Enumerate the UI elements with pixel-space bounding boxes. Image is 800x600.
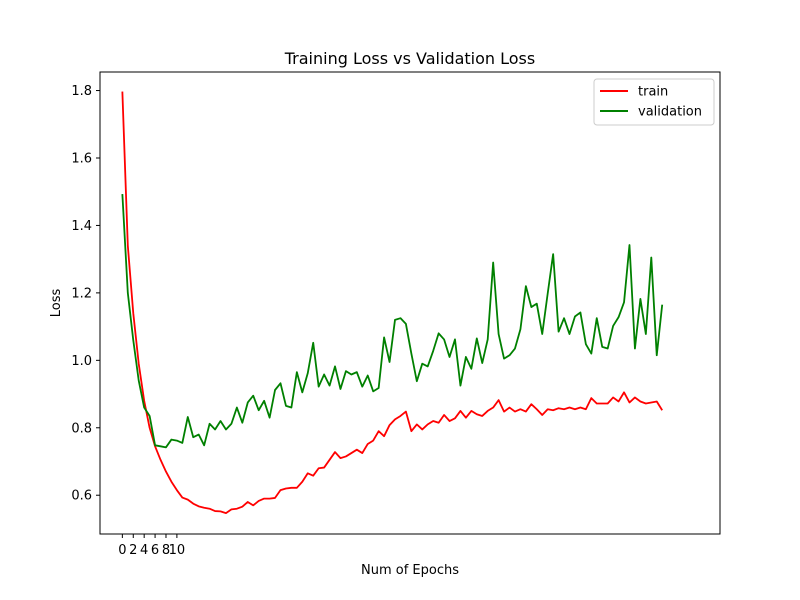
legend-label-train: train <box>638 85 668 100</box>
y-tick-label: 1.4 <box>71 219 92 234</box>
y-tick-label: 1.2 <box>71 286 92 301</box>
y-tick-label: 1.8 <box>71 84 92 99</box>
y-axis: 0.6 0.8 1.0 1.2 1.4 1.6 1.8 <box>71 84 100 504</box>
x-tick-label: 0 <box>118 543 126 558</box>
chart-title: Training Loss vs Validation Loss <box>284 49 535 68</box>
x-tick-label: 10 <box>169 543 186 558</box>
legend-label-validation: validation <box>638 105 702 120</box>
x-tick-label: 8 <box>162 543 170 558</box>
y-tick-label: 0.6 <box>71 489 92 504</box>
x-axis: 0 2 4 6 810 <box>118 534 185 558</box>
series-line-validation <box>121 194 664 449</box>
legend: train validation <box>593 78 715 126</box>
y-tick-label: 1.6 <box>71 151 92 166</box>
x-tick-label: 6 <box>151 543 159 558</box>
y-tick-label: 0.8 <box>71 421 92 436</box>
y-axis-label: Loss <box>49 289 64 318</box>
x-axis-label: Num of Epochs <box>361 563 459 578</box>
series-layer <box>121 91 664 514</box>
series-line-train <box>121 91 663 514</box>
y-tick-label: 1.0 <box>71 354 92 369</box>
plot-area <box>99 71 721 535</box>
x-tick-label: 4 <box>140 543 148 558</box>
x-tick-label: 2 <box>129 543 137 558</box>
